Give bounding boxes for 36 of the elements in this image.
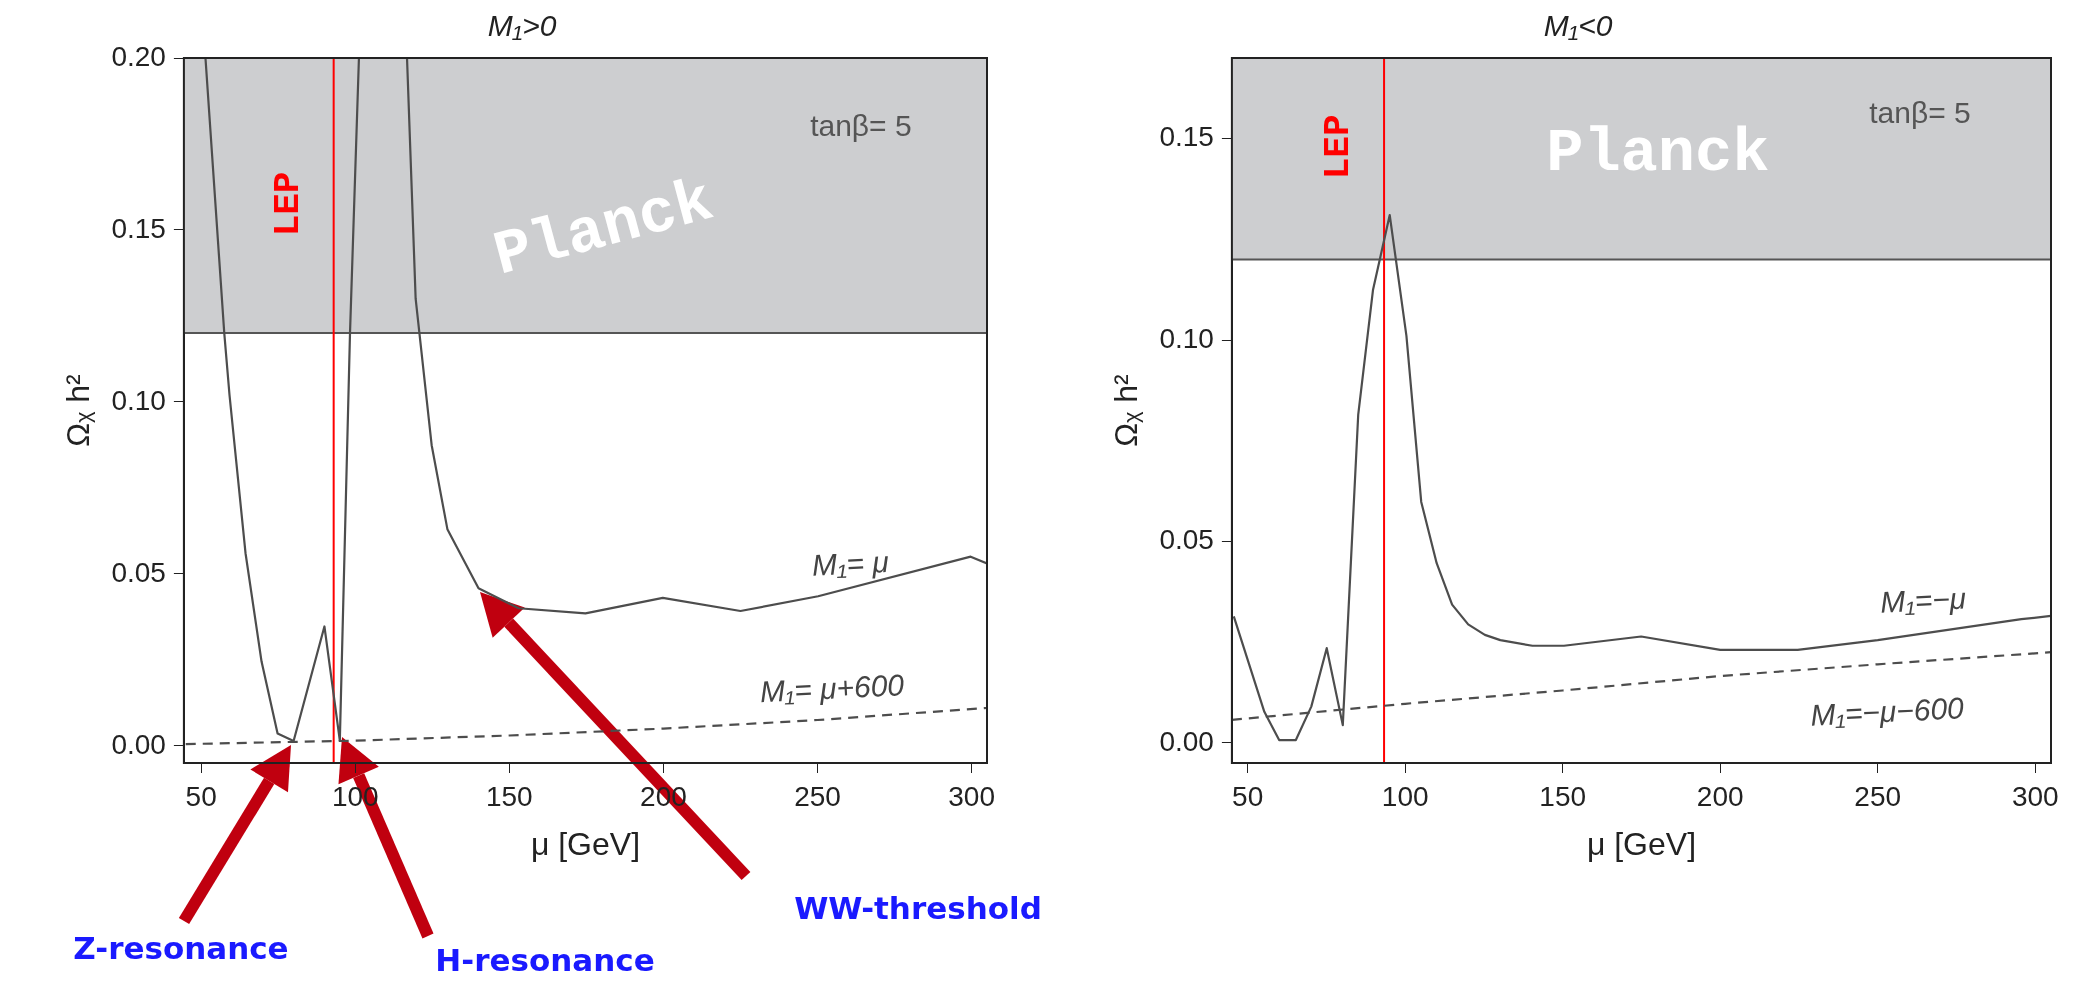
x-tick-label: 150 <box>1539 780 1587 812</box>
annotation: tanβ= 5 <box>1869 96 1971 130</box>
ref-line-label: LEP <box>1318 114 1360 180</box>
x-tick-label: 150 <box>485 780 533 812</box>
y-tick-label: 0.20 <box>111 40 166 72</box>
text: WW-threshold <box>793 890 1043 926</box>
y-axis-title: Ωᵪ h² <box>60 374 97 447</box>
y-tick-label: 0.00 <box>111 728 166 760</box>
y-tick-label: 0.05 <box>111 556 166 588</box>
x-tick-label: 300 <box>2011 780 2059 812</box>
text: Z-resonance <box>72 930 290 966</box>
y-tick-label: 0.05 <box>1159 524 1214 556</box>
ref-line-label: LEP <box>267 171 309 237</box>
y-tick-label: 0.15 <box>1159 121 1214 153</box>
x-tick-label: 300 <box>948 780 995 812</box>
x-axis-title: μ [GeV] <box>530 825 641 862</box>
chart-title: M₁<0 <box>1543 9 1613 43</box>
series-label: M₁=−μ−600 <box>1809 691 1965 732</box>
series-label: M₁= μ+600 <box>759 668 906 709</box>
y-tick-label: 0.10 <box>111 384 166 416</box>
x-axis-title: μ [GeV] <box>1586 825 1697 862</box>
y-tick-label: 0.00 <box>1159 725 1214 757</box>
x-tick-label: 50 <box>1232 780 1264 812</box>
y-tick-label: 0.15 <box>111 212 166 244</box>
x-tick-label: 200 <box>1696 780 1744 812</box>
chart-title: M₁>0 <box>487 9 557 43</box>
series-label: M₁=−μ <box>1879 581 1967 619</box>
y-axis-title: Ωᵪ h² <box>1108 374 1145 447</box>
y-tick-label: 0.10 <box>1159 322 1214 354</box>
annotation: tanβ= 5 <box>810 109 912 143</box>
x-tick-label: 50 <box>185 780 217 812</box>
text: H-resonance <box>434 942 656 978</box>
series-label: M₁= μ <box>811 545 890 582</box>
x-tick-label: 250 <box>1854 780 1902 812</box>
x-tick-label: 250 <box>794 780 841 812</box>
x-tick-label: 100 <box>1381 780 1429 812</box>
